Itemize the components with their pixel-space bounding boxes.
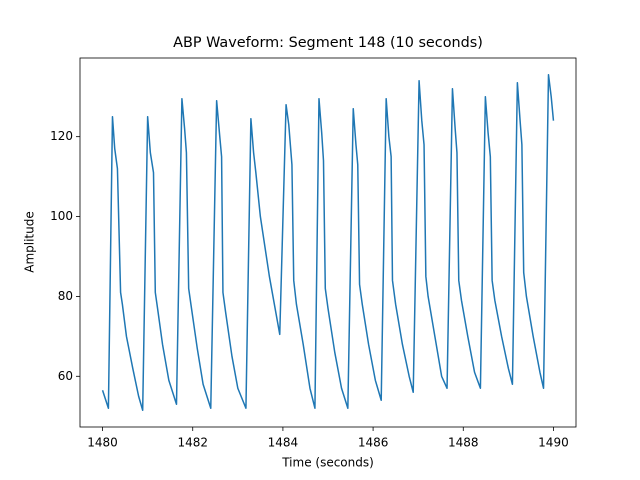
x-tick-label: 1486: [358, 436, 389, 450]
x-tick-label: 1490: [538, 436, 569, 450]
x-tick-label: 1488: [448, 436, 479, 450]
data-line: [101, 74, 555, 411]
x-tick-label: 1484: [268, 436, 299, 450]
y-tick-label: 100: [50, 209, 73, 223]
y-tick-label: 80: [58, 289, 73, 303]
chart-title: ABP Waveform: Segment 148 (10 seconds): [173, 35, 483, 51]
y-axis-label: Amplitude: [23, 211, 37, 273]
x-axis-label: Time (seconds): [281, 456, 374, 470]
y-tick-label: 120: [50, 129, 73, 143]
plot-frame: [79, 57, 577, 428]
y-tick-label: 60: [58, 369, 73, 383]
x-tick-label: 1480: [87, 436, 118, 450]
x-tick-label: 1482: [177, 436, 208, 450]
